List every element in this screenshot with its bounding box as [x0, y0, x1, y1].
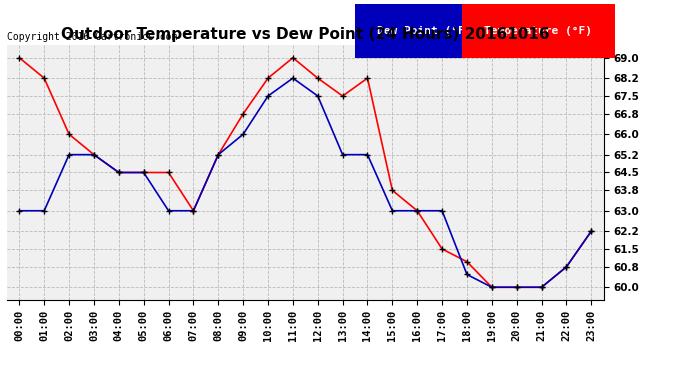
Title: Outdoor Temperature vs Dew Point (24 Hours) 20161016: Outdoor Temperature vs Dew Point (24 Hou…: [61, 27, 550, 42]
Text: Dew Point (°F): Dew Point (°F): [377, 26, 471, 36]
Text: Temperature (°F): Temperature (°F): [484, 26, 593, 36]
Text: Copyright 2016 Cartronics.com: Copyright 2016 Cartronics.com: [7, 33, 177, 42]
